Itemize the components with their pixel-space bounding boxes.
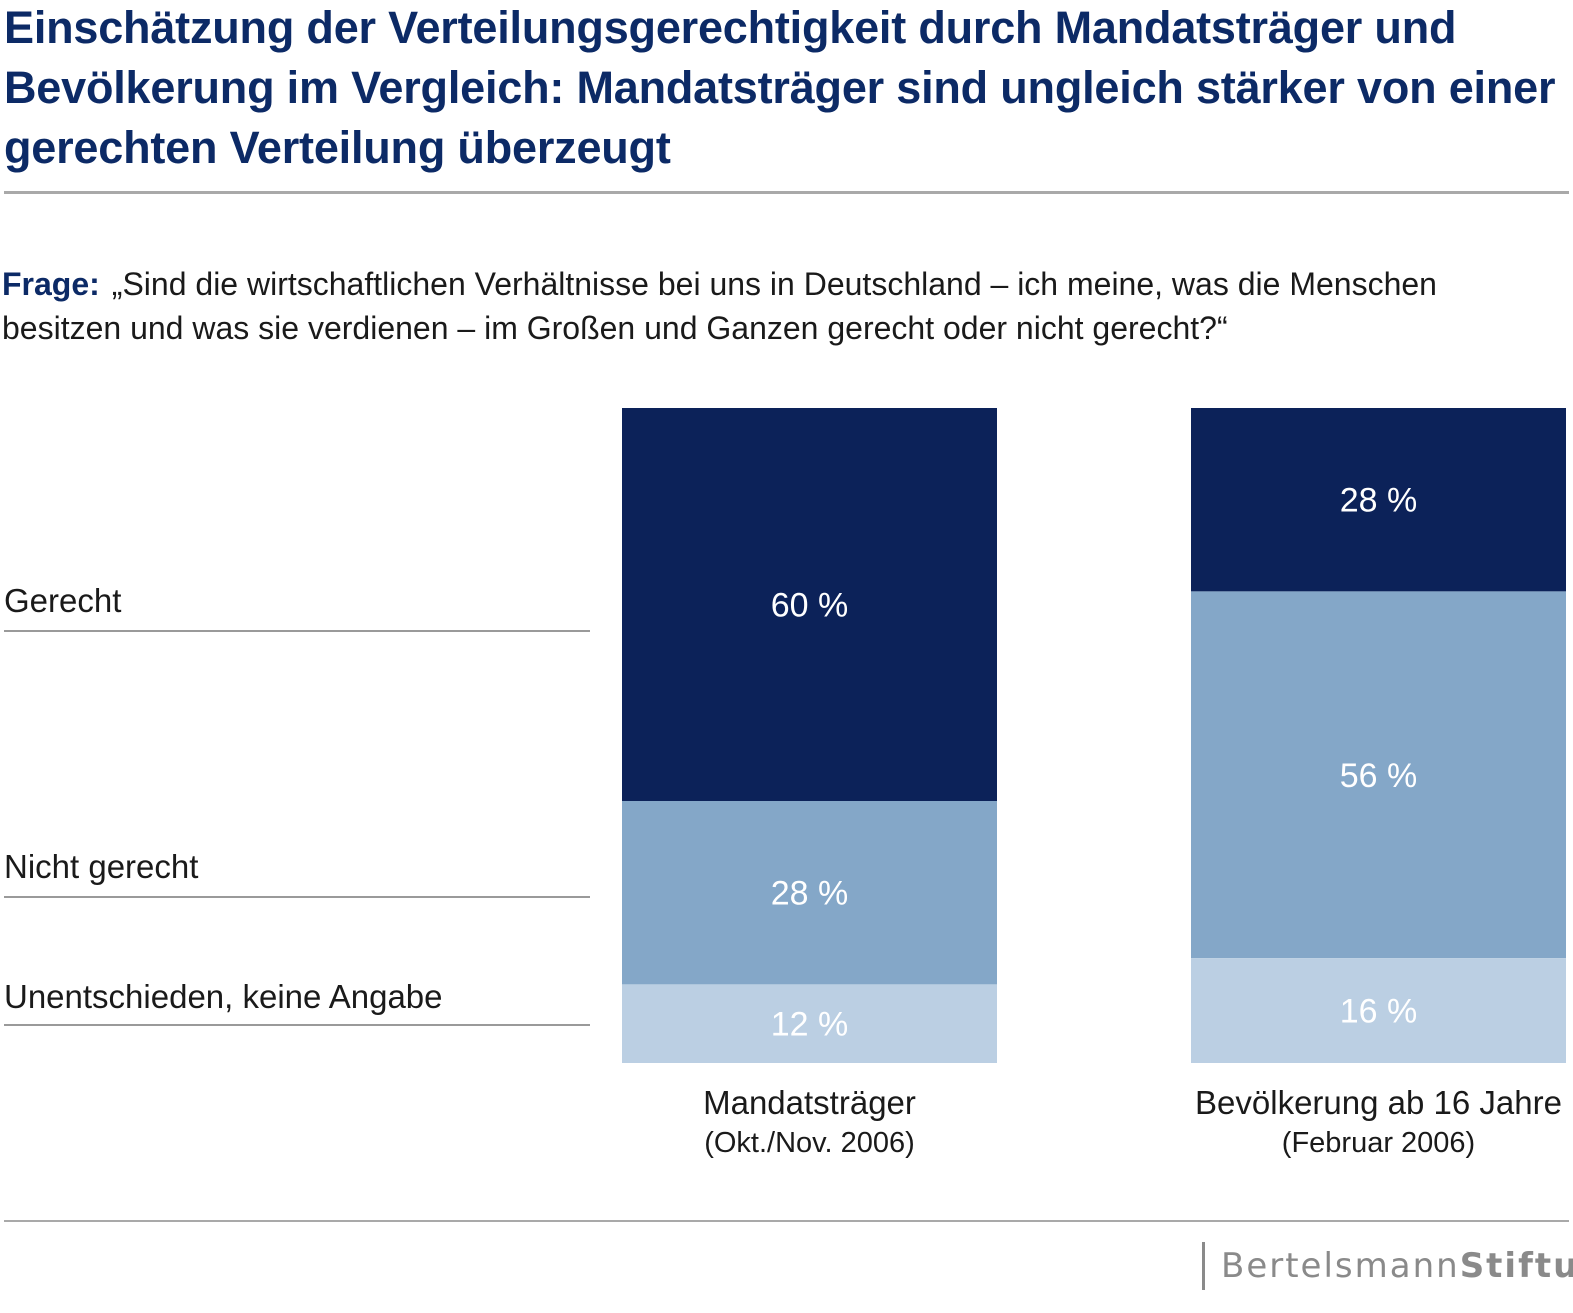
- data-label-bevölkerung-ab-16-jahre-unentschieden-keine-angabe: 16 %: [1340, 993, 1418, 1031]
- chart-title: Einschätzung der Verteilungsgerechtigkei…: [4, 2, 1556, 173]
- legend-label-gerecht: Gerecht: [4, 582, 121, 619]
- question: Frage: „Sind die wirtschaftlichen Verhält…: [2, 262, 1562, 350]
- data-label-bevölkerung-ab-16-jahre-nicht-gerecht: 56 %: [1340, 757, 1418, 795]
- data-label-bevölkerung-ab-16-jahre-gerecht: 28 %: [1340, 482, 1418, 520]
- bar-bevölkerung-ab-16-jahre-unentschieden-keine-angabe: [1191, 958, 1566, 1063]
- legend-label-nicht-gerecht: Nicht gerecht: [4, 848, 198, 885]
- footer-divider: [4, 1220, 1569, 1222]
- bar-mandatsträger-unentschieden-keine-angabe: [622, 984, 997, 1063]
- bar-bevölkerung-ab-16-jahre-gerecht: [1191, 408, 1566, 592]
- data-label-mandatsträger-nicht-gerecht: 28 %: [771, 875, 849, 913]
- question-text: „Sind die wirtschaftlichen Verhältnisse …: [2, 266, 1437, 346]
- bertelsmann-stiftung-logo: BertelsmannStiftung: [1202, 1242, 1573, 1290]
- category-legend: Gerecht Nicht gerecht Unentschieden, keine…: [4, 582, 590, 1026]
- category-label-bevölkerung-ab-16-jahre: Bevölkerung ab 16 Jahre: [1195, 1084, 1562, 1121]
- logo-part-2: Stiftung: [1459, 1246, 1573, 1286]
- bar-bevölkerung-ab-16-jahre-nicht-gerecht: [1191, 591, 1566, 959]
- title-divider: [4, 191, 1569, 194]
- bar-mandatsträger-nicht-gerecht: [622, 801, 997, 985]
- bar-mandatsträger-gerecht: [622, 408, 997, 801]
- question-label: Frage:: [2, 266, 100, 302]
- data-label-mandatsträger-gerecht: 60 %: [771, 587, 849, 625]
- stacked-bar-chart: Gerecht Nicht gerecht Unentschieden, keine…: [4, 408, 1566, 1159]
- category-label-mandatsträger: Mandatsträger: [703, 1084, 916, 1121]
- bars: 60 % 28 % 12 % 28 % 56 % 16 %: [622, 408, 1566, 1063]
- group-labels: Mandatsträger (Okt./Nov. 2006) Bevölkerung…: [703, 1084, 1562, 1159]
- legend-label-unentschieden-keine-angabe: Unentschieden, keine Angabe: [4, 978, 443, 1015]
- category-sublabel-mandatsträger: (Okt./Nov. 2006): [704, 1127, 915, 1159]
- data-label-mandatsträger-unentschieden-keine-angabe: 12 %: [771, 1006, 849, 1044]
- category-sublabel-bevölkerung-ab-16-jahre: (Februar 2006): [1282, 1127, 1475, 1159]
- logo-part-1: Bertelsmann: [1221, 1246, 1460, 1286]
